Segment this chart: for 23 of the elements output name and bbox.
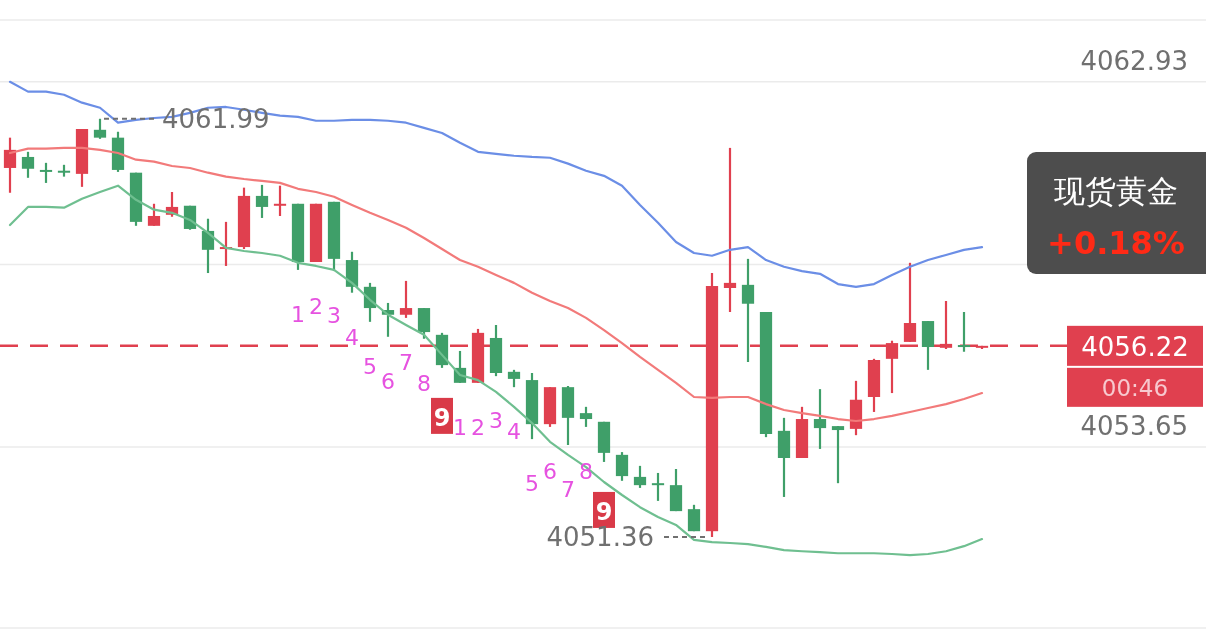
text: 00:46	[1101, 374, 1169, 401]
price-card: 现货黄金 +0.18%	[1027, 152, 1206, 274]
text: 1	[291, 301, 305, 327]
text: 7	[399, 349, 413, 375]
text: 5	[363, 353, 377, 379]
text: 3	[489, 408, 503, 434]
annotation: 4061.99	[162, 103, 270, 134]
text: 1	[453, 414, 467, 440]
text: 9	[433, 403, 451, 432]
text: 2	[309, 294, 323, 320]
y-tick-label: 4053.65	[1080, 410, 1188, 441]
text: 6	[381, 368, 395, 394]
text: 5	[525, 471, 539, 497]
text: 4	[507, 419, 521, 445]
text: 6	[543, 458, 557, 484]
ref-line-label: 4056.22	[1081, 331, 1189, 362]
y-tick-label: 4062.93	[1080, 45, 1188, 76]
text: 3	[327, 303, 341, 329]
text: 8	[417, 370, 431, 396]
text: 4	[345, 324, 359, 350]
text: 8	[579, 458, 593, 484]
text: 2	[471, 414, 485, 440]
text: 7	[561, 477, 575, 503]
